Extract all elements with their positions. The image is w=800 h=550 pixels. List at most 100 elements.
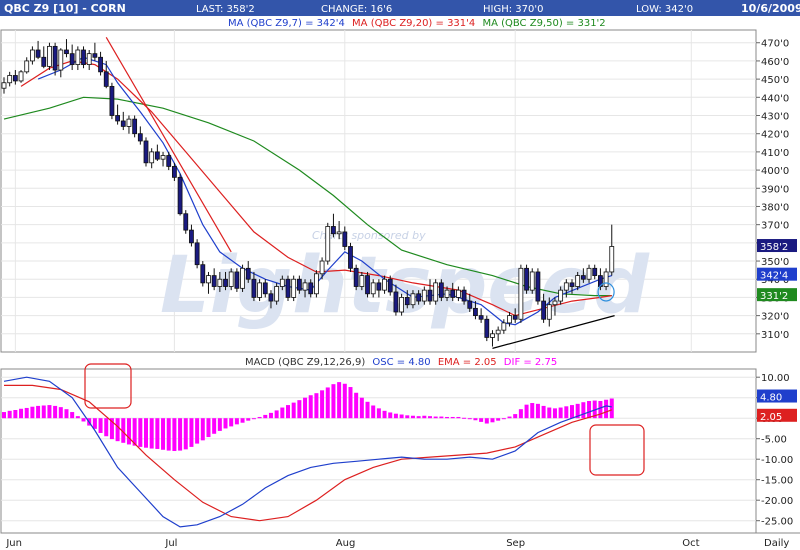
- osc-bar: [325, 387, 330, 419]
- osc-bar: [530, 403, 535, 419]
- osc-bar: [161, 418, 166, 450]
- osc-bar: [581, 402, 586, 419]
- candle-body: [313, 273, 319, 295]
- candle-body: [387, 278, 393, 293]
- candle-body: [86, 53, 92, 65]
- osc-bar: [518, 409, 523, 419]
- candle-body: [592, 267, 598, 276]
- price-tick-label: 370'0: [761, 221, 789, 232]
- candle-body: [575, 275, 581, 287]
- candle-body: [541, 300, 546, 320]
- osc-bar: [200, 418, 205, 441]
- highlight-circle: [597, 282, 615, 302]
- osc-bar: [121, 418, 126, 443]
- osc-bar: [297, 400, 302, 419]
- candle-body: [302, 282, 308, 291]
- symbol-title: QBC Z9 [10] - CORN: [4, 2, 126, 15]
- price-tick-label: 460'0: [761, 57, 789, 68]
- candle-body: [245, 267, 251, 280]
- price-badges: 358'2 342'4 331'2: [757, 239, 797, 302]
- osc-bar: [286, 405, 290, 419]
- candle-body: [473, 307, 478, 317]
- ema-badge-bg: [757, 408, 797, 422]
- candle-body: [433, 282, 439, 302]
- dif-line: [3, 376, 612, 528]
- osc-bar: [19, 408, 24, 419]
- osc-bar: [64, 409, 69, 419]
- osc-bar: [212, 418, 217, 434]
- macd-tick-label: 10.00: [761, 373, 790, 384]
- candle-body: [285, 278, 291, 298]
- x-tick-label: Aug: [336, 538, 356, 549]
- candle-body: [206, 275, 211, 284]
- ma7-legend: MA (QBC Z9,7) = 342'4: [228, 18, 345, 29]
- candle-body: [558, 289, 564, 302]
- candle-body: [217, 278, 223, 287]
- osc-bar: [433, 416, 438, 419]
- osc-bar: [399, 414, 404, 419]
- osc-bar: [41, 405, 46, 419]
- candle-body: [240, 267, 245, 289]
- osc-bar: [183, 418, 188, 450]
- candle-body: [603, 271, 609, 287]
- candle-body: [257, 282, 263, 298]
- candle-body: [115, 115, 120, 122]
- price-annotations: [105, 36, 615, 349]
- dif-legend: DIF = 2.75: [504, 357, 557, 368]
- osc-bar: [70, 412, 75, 419]
- candle-body: [382, 278, 387, 291]
- candle-body: [69, 53, 75, 65]
- resistance-trendline: [105, 36, 232, 253]
- osc-bar: [342, 383, 347, 419]
- osc-bar: [58, 407, 63, 419]
- candle-body: [103, 71, 109, 87]
- candle-body: [12, 75, 18, 82]
- osc-bar: [371, 405, 376, 419]
- macd-title: MACD (QBC Z9,12,26,9): [245, 357, 365, 368]
- candle-body: [98, 56, 103, 73]
- osc-bar: [240, 418, 245, 423]
- osc-bar: [47, 405, 52, 419]
- osc-bar: [552, 408, 557, 419]
- osc-bar: [291, 402, 296, 419]
- candle-body: [586, 267, 592, 280]
- candle-body: [518, 267, 524, 320]
- osc-bar: [456, 416, 461, 419]
- osc-bar: [92, 418, 97, 429]
- x-tick-label: Jul: [164, 538, 177, 549]
- candle-body: [450, 289, 456, 298]
- candle-body: [177, 176, 183, 215]
- osc-bar: [604, 399, 609, 419]
- x-tick-label: Daily: [764, 538, 789, 549]
- candle-body: [279, 278, 285, 287]
- osc-bar: [598, 400, 603, 419]
- osc-badge-bg: [757, 389, 797, 403]
- osc-bar: [382, 410, 387, 419]
- osc-bar: [172, 418, 177, 451]
- osc-bar: [320, 390, 325, 419]
- crossover-box-june: [84, 363, 132, 409]
- candle-body: [438, 282, 444, 298]
- osc-bar: [217, 418, 222, 431]
- osc-bar: [587, 400, 592, 419]
- candle-body: [228, 271, 234, 287]
- candle-body: [478, 315, 484, 320]
- osc-bar: [484, 418, 489, 424]
- header-date: 10/6/2009: [741, 2, 800, 15]
- candle-body: [455, 289, 461, 298]
- ema-badge: 2.05: [760, 412, 782, 423]
- macd-tick-label: -20.00: [761, 496, 793, 507]
- macd-legend: MACD (QBC Z9,12,26,9) OSC = 4.80 EMA = 2…: [245, 357, 557, 368]
- price-tick-label: 390'0: [761, 184, 789, 195]
- candle-body: [461, 289, 467, 302]
- osc-bar: [359, 397, 364, 419]
- candle-body: [393, 291, 399, 313]
- candle-body: [490, 333, 495, 338]
- macd-tick-label: -10.00: [761, 455, 793, 466]
- macd-tick-label: -25.00: [761, 517, 793, 528]
- candle-body: [166, 155, 172, 167]
- osc-bar: [251, 418, 256, 420]
- osc-bar: [439, 416, 444, 419]
- candle-body: [535, 271, 541, 302]
- last-price-badge: 358'2: [760, 242, 788, 253]
